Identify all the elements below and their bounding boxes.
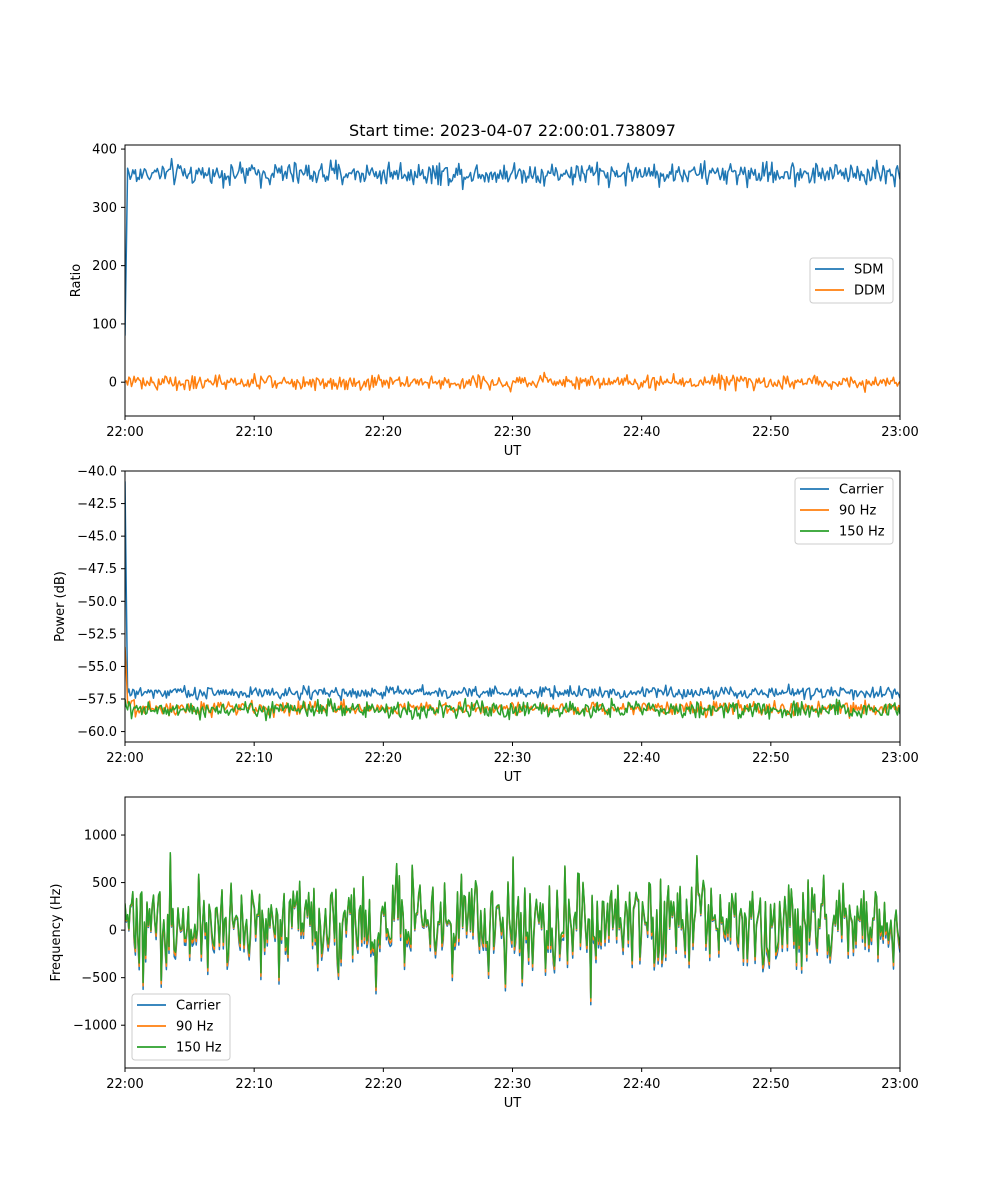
x-tick-label: 22:50 (752, 425, 789, 440)
chart-panel-3: 22:00 22:10 22:20 22:30 22:40 22:50 23:00 1000 5… (49, 796, 919, 1111)
series-line-sdm (125, 157, 900, 336)
y-tick-label: −50.0 (77, 595, 117, 610)
series-line-150-hz (125, 851, 900, 999)
x-tick-label: 22:50 (752, 1077, 789, 1092)
x-tick-label: 22:40 (623, 425, 660, 440)
y-axis-label: Ratio (69, 264, 84, 297)
y-axis-label: Power (dB) (53, 571, 68, 642)
legend-label: 90 Hz (176, 1020, 213, 1035)
series-line-150-hz (125, 697, 900, 722)
chart-panel-1: 22:00 22:10 22:20 22:30 22:40 22:50 23:00 400 30… (69, 121, 919, 459)
legend: Carrier 90 Hz 150 Hz (131, 993, 231, 1061)
y-tick-label: −57.5 (77, 693, 117, 708)
y-tick-label: −55.0 (77, 660, 117, 675)
y-tick-label: 100 (92, 317, 117, 332)
x-tick-label: 23:00 (881, 1077, 918, 1092)
x-tick-label: 22:20 (365, 1077, 402, 1092)
legend: Carrier 90 Hz 150 Hz (794, 477, 894, 545)
y-tick-label: −40.0 (77, 465, 117, 480)
y-tick-label: 300 (92, 201, 117, 216)
y-tick-label: 0 (109, 376, 117, 391)
x-axis-label: UT (504, 770, 522, 785)
x-axis-label: UT (504, 444, 522, 459)
series-line-ddm (125, 371, 900, 393)
y-tick-label: −1000 (73, 1019, 117, 1034)
x-tick-label: 22:40 (623, 751, 660, 766)
y-tick-label: −52.5 (77, 627, 117, 642)
y-tick-label: 400 (92, 143, 117, 158)
y-tick-label: −60.0 (77, 725, 117, 740)
x-tick-label: 22:30 (494, 751, 531, 766)
legend-label: SDM (854, 263, 883, 278)
x-tick-label: 22:20 (365, 425, 402, 440)
x-tick-label: 22:20 (365, 751, 402, 766)
y-tick-label: −42.5 (77, 497, 117, 512)
y-tick-label: −47.5 (77, 562, 117, 577)
x-tick-label: 22:40 (623, 1077, 660, 1092)
x-tick-label: 22:50 (752, 751, 789, 766)
series-line-carrier (125, 481, 900, 702)
chart-title: Start time: 2023-04-07 22:00:01.738097 (349, 121, 676, 140)
y-tick-label: −45.0 (77, 530, 117, 545)
legend-label: Carrier (839, 483, 884, 498)
legend-label: Carrier (176, 999, 221, 1014)
legend-label: 90 Hz (839, 504, 876, 519)
axes-frame (124, 144, 901, 417)
axes-frame (124, 470, 901, 743)
legend-label: DDM (854, 284, 885, 299)
y-tick-label: 500 (92, 876, 117, 891)
legend-label: 150 Hz (176, 1041, 222, 1056)
x-tick-label: 22:10 (235, 751, 272, 766)
x-axis-label: UT (504, 1096, 522, 1111)
x-tick-label: 22:00 (106, 751, 143, 766)
x-tick-label: 22:30 (494, 425, 531, 440)
x-tick-label: 22:30 (494, 1077, 531, 1092)
y-tick-label: −500 (81, 971, 117, 986)
x-tick-label: 22:00 (106, 1077, 143, 1092)
x-tick-label: 22:10 (235, 1077, 272, 1092)
y-axis-label: Frequency (Hz) (49, 883, 64, 981)
chart-panel-2: 22:00 22:10 22:20 22:30 22:40 22:50 23:00 −40.0… (53, 465, 919, 786)
x-tick-label: 23:00 (881, 751, 918, 766)
legend: SDM DDM (809, 257, 894, 304)
legend-label: 150 Hz (839, 525, 885, 540)
x-tick-label: 22:10 (235, 425, 272, 440)
y-tick-label: 1000 (84, 829, 117, 844)
x-tick-label: 23:00 (881, 425, 918, 440)
y-tick-label: 200 (92, 259, 117, 274)
y-tick-label: 0 (109, 924, 117, 939)
x-tick-label: 22:00 (106, 425, 143, 440)
